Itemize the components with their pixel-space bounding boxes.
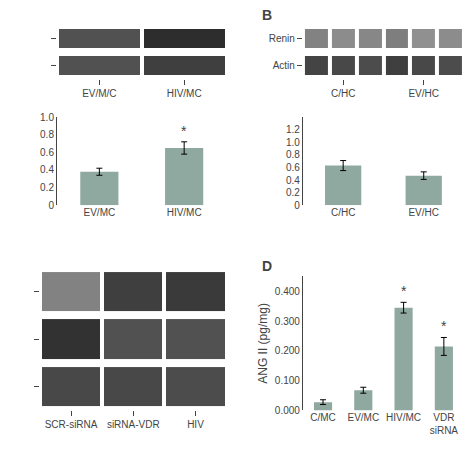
svg-text:*: *: [181, 123, 187, 139]
svg-text:D: D: [262, 258, 272, 274]
svg-text:0: 0: [48, 200, 54, 211]
svg-text:ANG II (pg/mg): ANG II (pg/mg): [256, 303, 270, 384]
svg-text:C/HC: C/HC: [331, 88, 355, 99]
svg-text:HIV/MC: HIV/MC: [386, 412, 421, 423]
svg-text:EV/M/C: EV/M/C: [82, 88, 116, 99]
svg-text:0.6: 0.6: [40, 147, 54, 158]
svg-text:HIV/MC: HIV/MC: [167, 207, 202, 218]
svg-text:0.300: 0.300: [275, 316, 300, 327]
svg-text:1.0: 1.0: [40, 112, 54, 123]
svg-text:EV/MC: EV/MC: [84, 207, 116, 218]
svg-text:0.4: 0.4: [40, 164, 54, 175]
svg-text:C/HC: C/HC: [331, 207, 355, 218]
svg-text:siRNA-VDR: siRNA-VDR: [107, 419, 160, 430]
svg-text:*: *: [441, 318, 447, 334]
svg-text:EV/MC: EV/MC: [347, 412, 379, 423]
svg-text:EV/HC: EV/HC: [408, 88, 439, 99]
svg-text:Renin: Renin: [269, 33, 295, 44]
svg-text:0.4: 0.4: [286, 175, 300, 186]
svg-text:1.2: 1.2: [286, 124, 300, 135]
svg-text:*: *: [401, 283, 407, 299]
svg-text:1.0: 1.0: [286, 137, 300, 148]
svg-text:0.100: 0.100: [275, 375, 300, 386]
svg-text:0.2: 0.2: [40, 182, 54, 193]
svg-text:0.8: 0.8: [40, 129, 54, 140]
svg-text:C/MC: C/MC: [310, 412, 336, 423]
svg-text:0.000: 0.000: [275, 405, 300, 416]
svg-text:0.200: 0.200: [275, 345, 300, 356]
svg-text:Actin: Actin: [273, 60, 295, 71]
svg-text:0: 0: [294, 200, 300, 211]
svg-text:0.8: 0.8: [286, 149, 300, 160]
svg-text:EV/HC: EV/HC: [408, 207, 439, 218]
svg-text:HIV/MC: HIV/MC: [167, 88, 202, 99]
svg-text:0.2: 0.2: [286, 187, 300, 198]
svg-text:HIV: HIV: [187, 419, 204, 430]
svg-text:0.6: 0.6: [286, 162, 300, 173]
svg-text:B: B: [262, 7, 272, 23]
svg-text:SCR-siRNA: SCR-siRNA: [45, 419, 98, 430]
svg-text:0.400: 0.400: [275, 286, 300, 297]
svg-text:VDRsiRNA: VDRsiRNA: [430, 412, 459, 436]
